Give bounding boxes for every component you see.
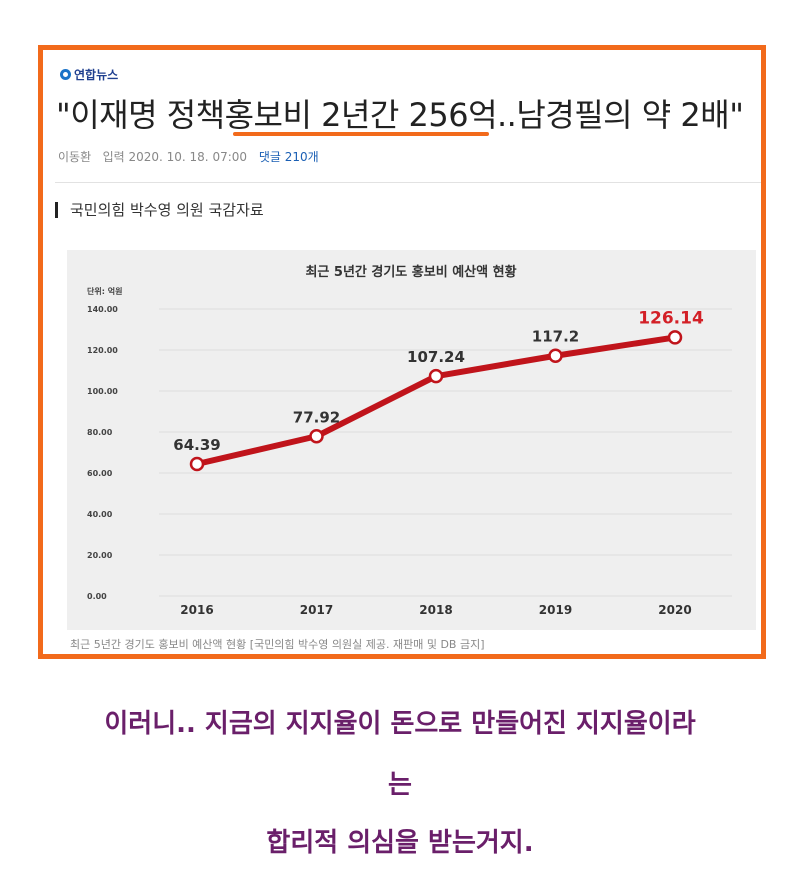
chart-points: [189, 330, 683, 472]
value-label: 107.24: [407, 348, 465, 366]
value-label: 126.14: [638, 308, 704, 328]
y-tick-label: 40.00: [87, 510, 113, 519]
x-tick-label: 2017: [300, 603, 333, 617]
chart-x-axis: 2016 2017 2018 2019 2020: [180, 603, 691, 617]
commentary-line-2: 는: [388, 770, 412, 800]
chart-caption: 최근 5년간 경기도 홍보비 예산액 현황 [국민의힘 박수영 의원실 제공. …: [70, 638, 485, 651]
headline-highlight-underline: [233, 132, 489, 136]
byline-divider: [55, 182, 761, 183]
comments-link[interactable]: 댓글 210개: [258, 150, 319, 164]
y-tick-label: 140.00: [87, 305, 118, 314]
article-date: 입력 2020. 10. 18. 07:00: [102, 150, 248, 164]
article-byline: 이동환 입력 2020. 10. 18. 07:00 댓글 210개: [58, 148, 319, 165]
y-tick-label: 20.00: [87, 551, 113, 560]
data-point: [428, 368, 444, 384]
chart-grid: 0.00 20.00 40.00 60.00 80.00 100.00 120.00 140.…: [87, 305, 732, 601]
y-tick-label: 100.00: [87, 387, 118, 396]
y-tick-label: 0.00: [87, 592, 107, 601]
chart-value-labels: 64.39 77.92 107.24 117.2 126.14: [173, 308, 704, 454]
x-tick-label: 2016: [180, 603, 213, 617]
data-point: [189, 456, 205, 472]
x-tick-label: 2019: [539, 603, 572, 617]
yonhap-logo-icon: [60, 69, 71, 80]
news-source-logo: 연합뉴스: [60, 66, 118, 83]
news-screenshot-frame: 연합뉴스 "이재명 정책홍보비 2년간 256억..남경필의 약 2배" 이동환…: [38, 45, 766, 659]
commentary-line-1: 이러니.. 지금의 지지율이 돈으로 만들어진 지지율이라: [104, 709, 696, 739]
data-point: [667, 330, 683, 345]
value-label: 117.2: [532, 328, 579, 346]
article-headline: "이재명 정책홍보비 2년간 256억..남경필의 약 2배": [56, 96, 744, 134]
chart-unit-label: 단위: 억원: [87, 286, 122, 296]
chart-title: 최근 5년간 경기도 홍보비 예산액 현황: [305, 264, 516, 280]
value-label: 77.92: [293, 408, 340, 426]
value-label: 64.39: [173, 436, 220, 454]
article-author: 이동환: [58, 150, 92, 164]
line-chart: 최근 5년간 경기도 홍보비 예산액 현황 단위: 억원 0.00 20.00 40…: [67, 250, 756, 630]
x-tick-label: 2020: [658, 603, 691, 617]
chart-svg: 최근 5년간 경기도 홍보비 예산액 현황 단위: 억원 0.00 20.00 40…: [87, 264, 732, 617]
news-source-name: 연합뉴스: [74, 68, 119, 82]
data-point: [548, 348, 563, 363]
section-title: 국민의힘 박수영 의원 국감자료: [55, 202, 264, 218]
x-tick-label: 2018: [419, 603, 452, 617]
commentary-line-3: 합리적 의심을 받는거지.: [266, 828, 534, 858]
y-tick-label: 60.00: [87, 469, 113, 478]
y-tick-label: 120.00: [87, 346, 118, 355]
y-tick-label: 80.00: [87, 428, 113, 437]
data-point: [309, 429, 324, 444]
